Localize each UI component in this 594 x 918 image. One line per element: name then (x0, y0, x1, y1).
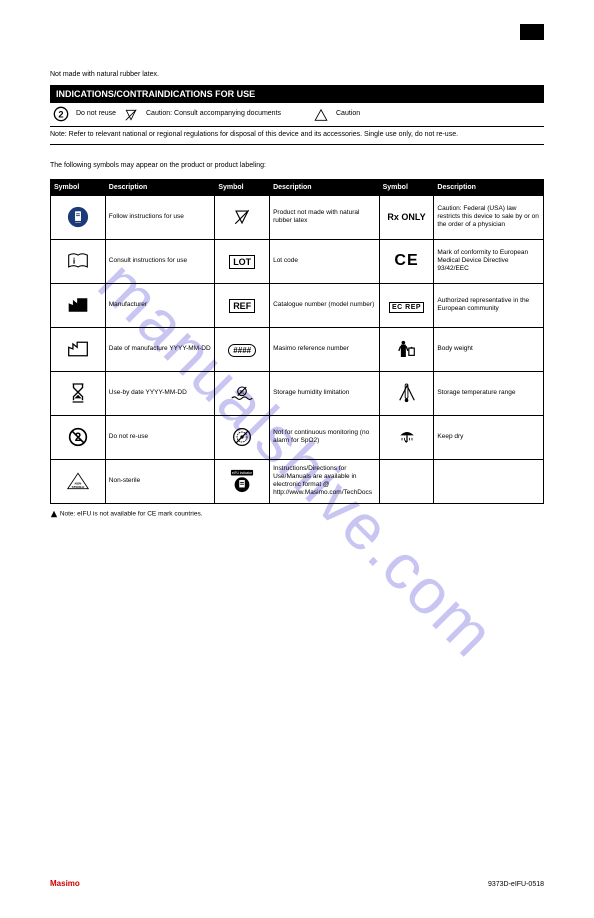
footnote-text: Note: eIFU is not available for CE mark … (60, 510, 203, 517)
ref-icon: REF (215, 283, 270, 327)
svg-text:eIFU Indicator: eIFU Indicator (232, 471, 253, 475)
ce-mark-icon: CE (379, 239, 434, 283)
no-continuous-monitoring-icon (215, 415, 270, 459)
col-hdr: Symbol (51, 179, 106, 195)
page-footer: Masimo 9373D-eIFU-0518 (50, 879, 544, 888)
caution-triangle-icon (310, 106, 332, 122)
lot-icon: LOT (215, 239, 270, 283)
svg-text:i: i (73, 256, 76, 266)
disposal-note: Note: Refer to relevant national or regi… (50, 127, 544, 142)
use-by-icon (51, 371, 106, 415)
cell-desc: Consult instructions for use (105, 239, 215, 283)
note-c2: Caution (332, 110, 544, 117)
cell-desc: Not for continuous monitoring (no alarm … (270, 415, 380, 459)
follow-ifu-icon (51, 195, 106, 239)
svg-text:2: 2 (58, 110, 63, 120)
cell-desc: Masimo reference number (270, 327, 380, 371)
symbol-notes-row: 2 Do not reuse Caution: Consult accompan… (50, 103, 544, 124)
cell-desc: Instructions/Directions for Use/Manuals … (270, 459, 380, 503)
cell-desc: Authorized representative in the Europea… (434, 283, 544, 327)
cell-desc: Keep dry (434, 415, 544, 459)
table-row: Manufacturer REF Catalogue number (model… (51, 283, 544, 327)
latex-free-icon (215, 195, 270, 239)
table-row: 2 Do not re-use Not for continuous monit… (51, 415, 544, 459)
note-c0: Do not reuse (72, 110, 120, 117)
table-row: NONSTERILE Non-sterile eIFU Indicator In… (51, 459, 544, 503)
col-hdr: Description (270, 179, 380, 195)
cell-desc (434, 459, 544, 503)
body-weight-icon (379, 327, 434, 371)
latex-free-icon (120, 106, 142, 122)
table-header-row: Symbol Description Symbol Description Sy… (51, 179, 544, 195)
empty-cell (379, 459, 434, 503)
svg-text:STERILE: STERILE (72, 485, 85, 489)
divider (50, 144, 544, 145)
cell-desc: Date of manufacture YYYY-MM-DD (105, 327, 215, 371)
table-row: Use-by date YYYY-MM-DD % Storage humidit… (51, 371, 544, 415)
cell-desc: Mark of conformity to European Medical D… (434, 239, 544, 283)
col-hdr: Symbol (379, 179, 434, 195)
cell-desc: Caution: Federal (USA) law restricts thi… (434, 195, 544, 239)
indications-title: INDICATIONS/CONTRAINDICATIONS FOR USE (50, 85, 544, 103)
cell-desc: Follow instructions for use (105, 195, 215, 239)
page-lang-block (520, 24, 544, 40)
doc-number: 9373D-eIFU-0518 (488, 881, 544, 888)
circled-2-icon: 2 (50, 105, 72, 122)
col-hdr: Symbol (215, 179, 270, 195)
cell-desc: Lot code (270, 239, 380, 283)
cell-desc: Do not re-use (105, 415, 215, 459)
manufacture-date-icon (51, 327, 106, 371)
do-not-reuse-icon: 2 (51, 415, 106, 459)
manufacturer-icon (51, 283, 106, 327)
masimo-ref-icon: #### (215, 327, 270, 371)
cell-desc: Non-sterile (105, 459, 215, 503)
cell-desc: Manufacturer (105, 283, 215, 327)
cell-desc: Catalogue number (model number) (270, 283, 380, 327)
col-hdr: Description (105, 179, 215, 195)
col-hdr: Description (434, 179, 544, 195)
temperature-icon (379, 371, 434, 415)
cell-desc: Storage temperature range (434, 371, 544, 415)
table-row: Follow instructions for use Product not … (51, 195, 544, 239)
ec-rep-icon: EC REP (379, 283, 434, 327)
cell-desc: Product not made with natural rubber lat… (270, 195, 380, 239)
note-c1: Caution: Consult accompanying documents (142, 110, 310, 117)
symbols-table: Symbol Description Symbol Description Sy… (50, 179, 544, 504)
non-sterile-icon: NONSTERILE (51, 459, 106, 503)
consult-ifu-icon: i (51, 239, 106, 283)
humidity-icon: % (215, 371, 270, 415)
cell-desc: Use-by date YYYY-MM-DD (105, 371, 215, 415)
cell-desc: Storage humidity limitation (270, 371, 380, 415)
table-row: Date of manufacture YYYY-MM-DD #### Masi… (51, 327, 544, 371)
intro-text: Not made with natural rubber latex. (50, 70, 544, 79)
keep-dry-icon (379, 415, 434, 459)
symbols-heading: The following symbols may appear on the … (50, 161, 544, 170)
rx-only-icon: Rx ONLY (379, 195, 434, 239)
cell-desc: Body weight (434, 327, 544, 371)
table-row: i Consult instructions for use LOT Lot c… (51, 239, 544, 283)
brand-name: Masimo (50, 879, 80, 888)
eifu-icon: eIFU Indicator (215, 459, 270, 503)
footnote: Note: eIFU is not available for CE mark … (50, 510, 544, 519)
